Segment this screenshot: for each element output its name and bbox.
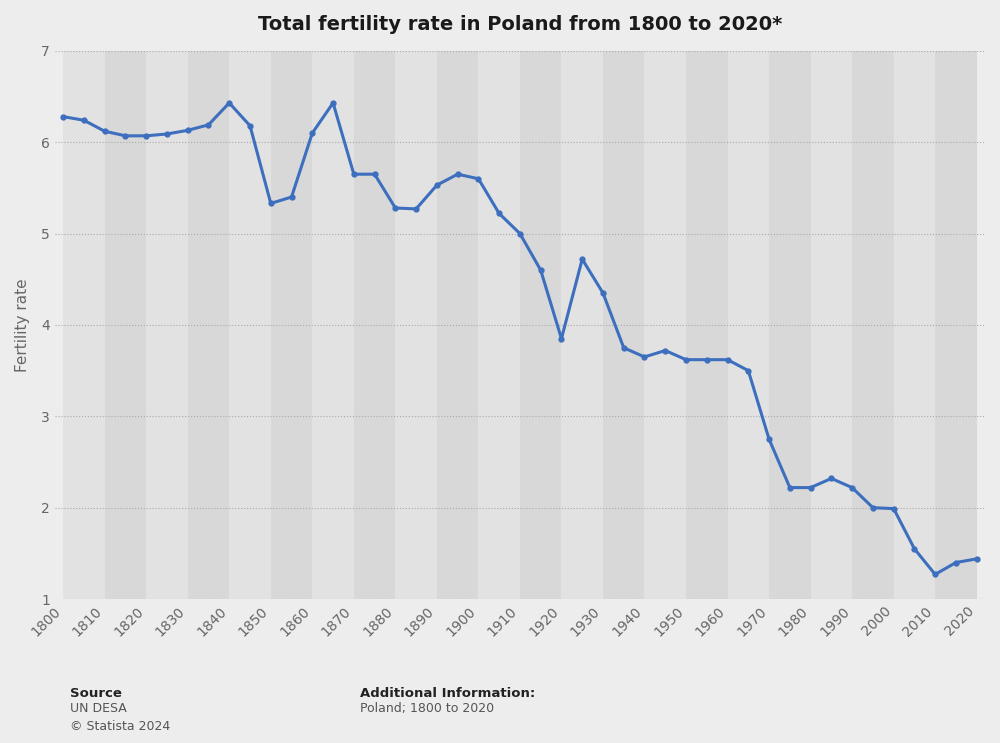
Bar <box>395 51 437 599</box>
Text: Additional Information:: Additional Information: <box>360 687 535 700</box>
Bar <box>686 51 728 599</box>
Bar <box>561 51 603 599</box>
Bar <box>478 51 520 599</box>
Bar <box>63 51 105 599</box>
Text: Source: Source <box>70 687 122 700</box>
Bar <box>852 51 894 599</box>
Bar <box>354 51 395 599</box>
Bar <box>188 51 229 599</box>
Bar <box>811 51 852 599</box>
Bar <box>105 51 146 599</box>
Text: Poland; 1800 to 2020: Poland; 1800 to 2020 <box>360 702 494 715</box>
Bar <box>520 51 561 599</box>
Bar <box>229 51 271 599</box>
Bar <box>603 51 644 599</box>
Y-axis label: Fertility rate: Fertility rate <box>15 278 30 372</box>
Title: Total fertility rate in Poland from 1800 to 2020*: Total fertility rate in Poland from 1800… <box>258 15 782 34</box>
Text: UN DESA
© Statista 2024: UN DESA © Statista 2024 <box>70 702 170 733</box>
Bar <box>728 51 769 599</box>
Bar <box>644 51 686 599</box>
Bar <box>271 51 312 599</box>
Bar <box>146 51 188 599</box>
Bar <box>935 51 977 599</box>
Bar <box>312 51 354 599</box>
Bar <box>437 51 478 599</box>
Bar <box>769 51 811 599</box>
Bar <box>894 51 935 599</box>
